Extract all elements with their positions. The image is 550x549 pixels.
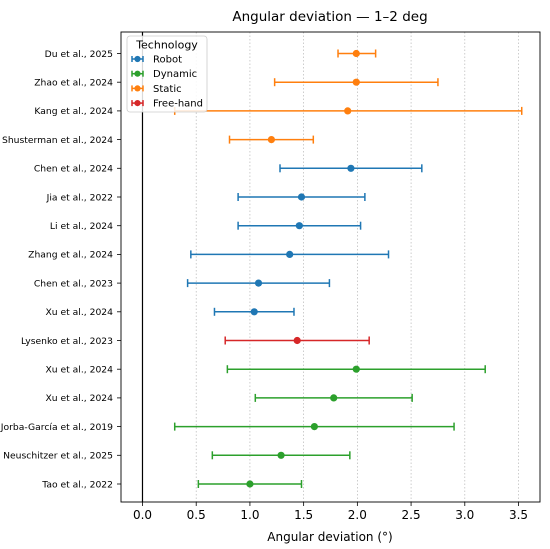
point-estimate — [297, 193, 306, 201]
study-markers — [173, 49, 523, 488]
study-label: Du et al., 2025 — [45, 49, 113, 60]
y-axis: Du et al., 2025 Zhao et al., 2024 Kang et … — [0, 49, 121, 490]
point-estimate — [267, 136, 276, 144]
study-row — [337, 49, 377, 58]
study-label: Lysenko et al., 2023 — [21, 336, 113, 347]
study-label: Neuschitzer et al., 2025 — [3, 451, 113, 462]
study-label: Xu et al., 2024 — [45, 365, 113, 376]
study-row — [226, 365, 486, 374]
study-label: Zhao et al., 2024 — [34, 78, 113, 89]
legend-entry: Free-hand — [131, 99, 203, 110]
point-estimate — [293, 336, 301, 345]
point-estimate — [310, 423, 318, 431]
legend-label: Dynamic — [153, 69, 197, 80]
x-tick-label: 3.5 — [509, 508, 528, 522]
study-label: Xu et al., 2024 — [45, 307, 113, 318]
study-row — [224, 336, 370, 345]
legend-entry: Static — [131, 84, 182, 95]
study-label: Kang et al., 2024 — [34, 106, 113, 117]
study-row — [254, 393, 413, 402]
study-row — [273, 78, 439, 87]
study-row — [237, 221, 362, 230]
legend-swatch-dot — [134, 55, 141, 63]
study-label: Tao et al., 2022 — [41, 479, 113, 490]
x-tick-label: 2.0 — [348, 508, 367, 522]
point-estimate — [352, 365, 360, 373]
study-label: Shusterman et al., 2024 — [2, 135, 113, 146]
point-estimate — [277, 451, 285, 459]
point-estimate — [250, 308, 258, 316]
x-tick-label: 2.5 — [402, 508, 421, 522]
study-label: Zhang et al., 2024 — [28, 250, 113, 261]
point-estimate — [246, 480, 254, 488]
legend-label: Static — [153, 84, 182, 95]
x-tick-label: 1.0 — [240, 508, 259, 522]
point-estimate — [330, 394, 338, 402]
point-estimate — [254, 279, 263, 287]
x-tick-label: 0.0 — [133, 508, 152, 522]
study-row — [173, 106, 523, 115]
study-row — [211, 451, 351, 460]
point-estimate — [352, 49, 360, 58]
study-label: Jia et al., 2022 — [46, 192, 113, 203]
legend-swatch-dot — [134, 85, 141, 92]
study-row — [228, 135, 315, 144]
legend-swatch-dot — [134, 100, 141, 107]
study-label: Xu et al., 2024 — [45, 393, 113, 404]
study-row — [173, 422, 455, 431]
point-estimate — [347, 164, 355, 172]
plot-frame — [120, 31, 541, 503]
chart-title: Angular deviation — 1–2 deg — [232, 9, 427, 25]
study-row — [186, 279, 331, 288]
legend-entry: Robot — [131, 55, 182, 66]
x-tick-label: 0.5 — [187, 508, 206, 522]
study-label: Jorba-García et al., 2019 — [0, 422, 113, 433]
point-estimate — [352, 78, 360, 86]
x-tick-label: 3.0 — [455, 508, 474, 522]
study-label: Li et al., 2024 — [50, 221, 113, 232]
study-row — [237, 193, 366, 201]
legend-box — [126, 35, 208, 113]
legend-title: Technology — [135, 39, 198, 52]
study-row — [190, 250, 390, 259]
x-tick-label: 1.5 — [294, 508, 313, 522]
study-row — [279, 164, 423, 173]
point-estimate — [295, 222, 303, 230]
study-label: Chen et al., 2023 — [34, 278, 113, 289]
x-axis-label: Angular deviation (°) — [267, 530, 392, 544]
study-row — [213, 307, 295, 316]
point-estimate — [344, 107, 352, 115]
study-label: Chen et al., 2024 — [34, 164, 113, 175]
legend: Technology Robot Dynamic Static Free-hand — [126, 35, 208, 113]
point-estimate — [286, 250, 294, 258]
legend-entry: Dynamic — [131, 69, 197, 80]
x-axis: 0.0 0.5 1.0 1.5 2.0 2.5 3.0 3.5 — [133, 502, 528, 522]
legend-label: Free-hand — [153, 99, 203, 110]
study-row — [197, 480, 303, 488]
legend-label: Robot — [153, 55, 182, 66]
legend-swatch-dot — [134, 70, 141, 77]
